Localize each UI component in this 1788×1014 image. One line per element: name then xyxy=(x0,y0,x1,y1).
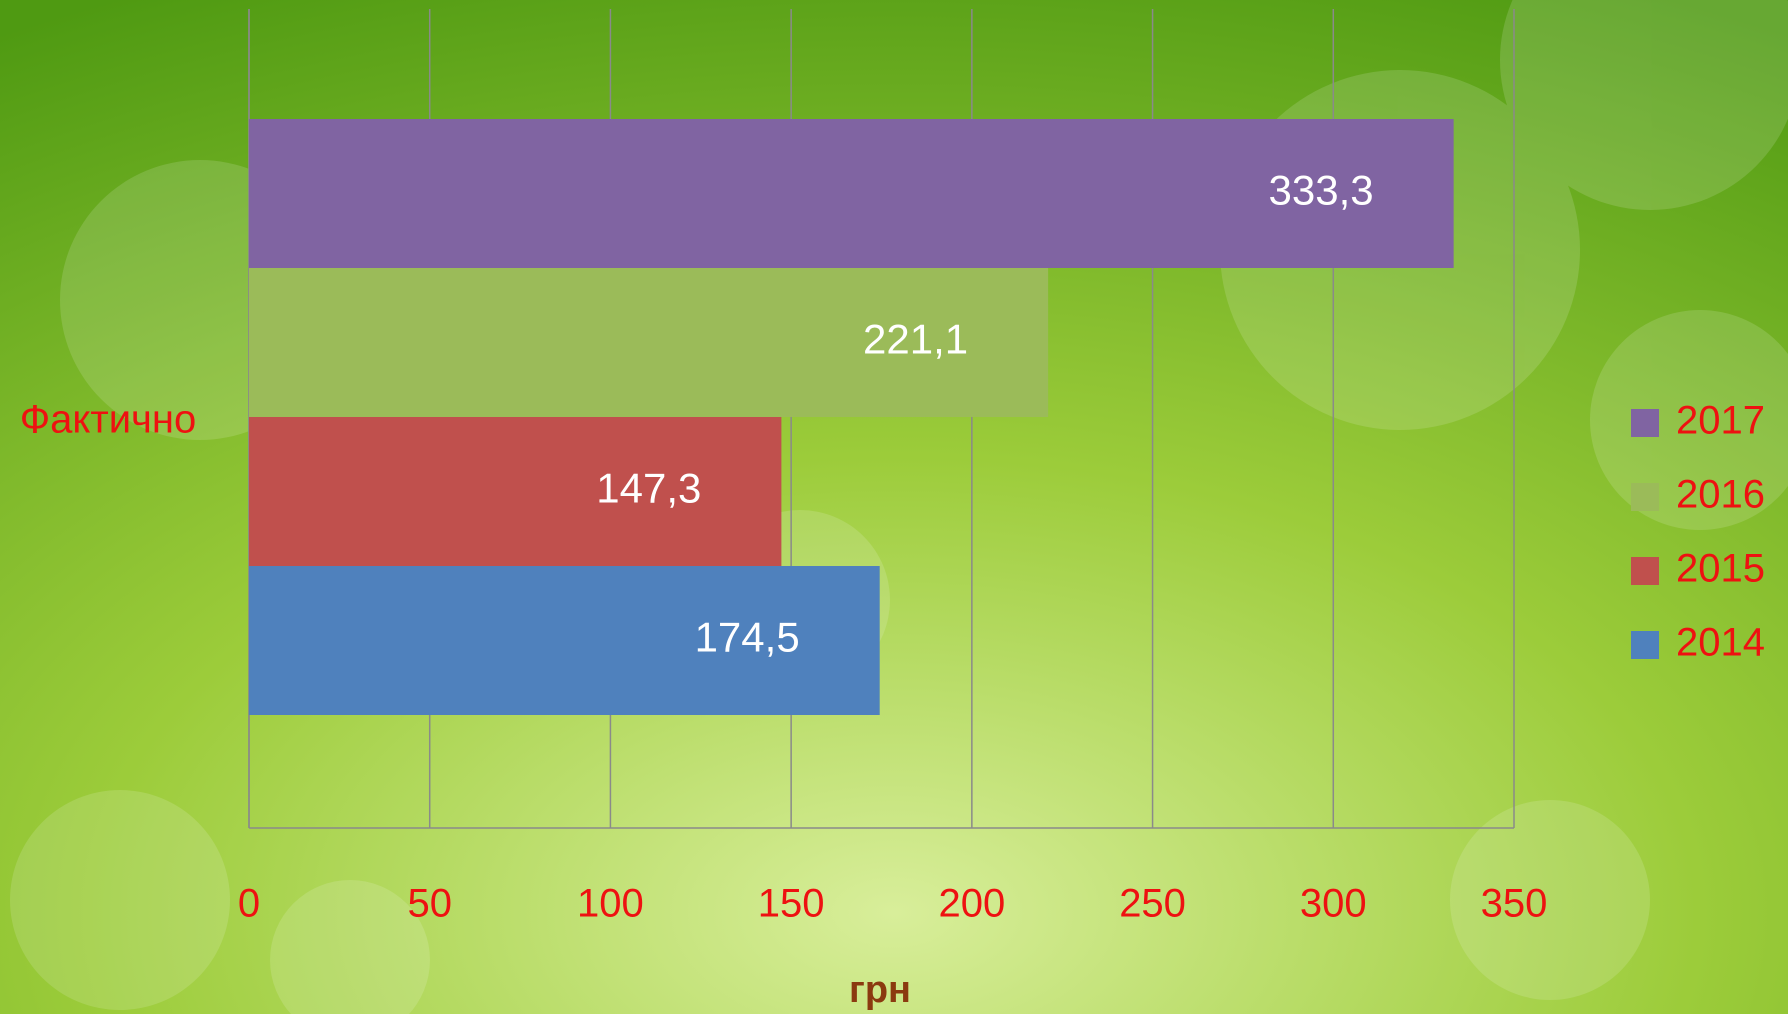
data-label: 174,5 xyxy=(695,614,800,661)
data-label: 333,3 xyxy=(1269,167,1374,214)
x-tick-label: 300 xyxy=(1300,882,1367,926)
legend-swatch xyxy=(1631,409,1659,437)
legend-label: 2017 xyxy=(1676,399,1765,443)
bar xyxy=(249,566,880,715)
legend-label: 2015 xyxy=(1676,547,1765,591)
x-tick-label: 0 xyxy=(238,882,260,926)
x-tick-label: 350 xyxy=(1481,882,1548,926)
bar xyxy=(249,417,782,566)
y-tick-label: Фактично xyxy=(20,398,196,442)
x-tick-label: 250 xyxy=(1119,882,1186,926)
x-tick-label: 100 xyxy=(577,882,644,926)
x-tick-label: 150 xyxy=(758,882,825,926)
data-label: 147,3 xyxy=(596,465,701,512)
data-label: 221,1 xyxy=(863,316,968,363)
legend-swatch xyxy=(1631,483,1659,511)
legend-swatch xyxy=(1631,631,1659,659)
legend-swatch xyxy=(1631,557,1659,585)
legend-label: 2016 xyxy=(1676,473,1765,517)
x-tick-label: 200 xyxy=(938,882,1005,926)
bar xyxy=(249,268,1049,417)
x-tick-label: 50 xyxy=(407,882,452,926)
bar xyxy=(249,119,1454,268)
legend-label: 2014 xyxy=(1676,621,1765,665)
axis-title: грн xyxy=(849,969,911,1011)
